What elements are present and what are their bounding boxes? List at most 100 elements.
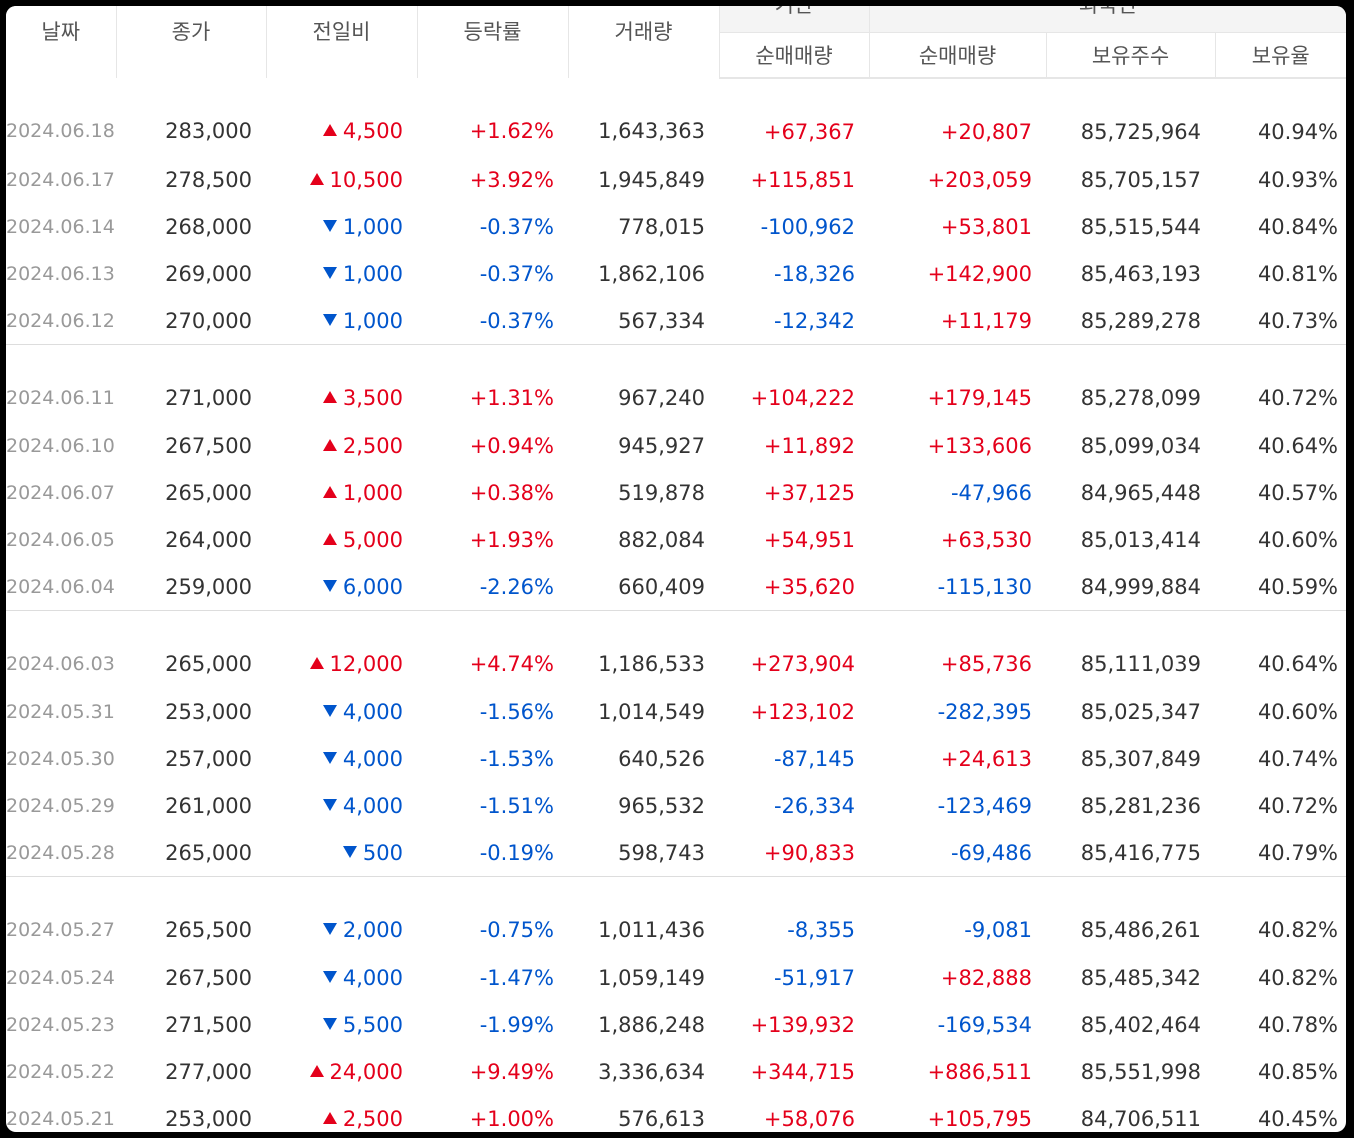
foreign-net-cell: -69,486 <box>950 840 1032 865</box>
volume-cell: 1,886,248 <box>598 1012 705 1037</box>
foreign-net-cell: +11,179 <box>940 308 1032 333</box>
rate-cell: +1.93% <box>469 527 554 552</box>
date-cell: 2024.06.05 <box>6 528 115 551</box>
change-value: 5,500 <box>342 1012 403 1037</box>
triangle-up-icon <box>322 532 337 545</box>
change-value: 24,000 <box>329 1059 403 1084</box>
institution-net-cell: -26,334 <box>773 793 855 818</box>
change-cell: 6,000 <box>266 563 417 611</box>
institution-net-cell: -100,962 <box>760 214 855 239</box>
foreign-net-cell: -123,469 <box>937 793 1032 818</box>
change-value: 6,000 <box>342 574 403 599</box>
close-cell: 267,500 <box>165 965 252 990</box>
change-cell: 4,000 <box>266 688 417 735</box>
change-value: 2,000 <box>342 917 403 942</box>
rate-cell: +4.74% <box>469 651 554 676</box>
date-cell: 2024.06.12 <box>6 309 115 332</box>
close-cell: 253,000 <box>165 1106 252 1131</box>
change-value: 4,000 <box>342 793 403 818</box>
change-cell: 2,000 <box>266 877 417 954</box>
table-row: 2024.05.29 261,000 4,000 -1.51% 965,532 -26,3… <box>6 782 1346 829</box>
foreign-holdings-cell: 84,706,511 <box>1080 1106 1201 1131</box>
change-value: 4,000 <box>342 699 403 724</box>
volume-cell: 1,862,106 <box>598 261 705 286</box>
change-value: 1,000 <box>342 480 403 505</box>
institution-net-cell: +139,932 <box>750 1012 855 1037</box>
foreign-holdings-cell: 85,307,849 <box>1080 746 1201 771</box>
date-cell: 2024.06.18 <box>6 120 115 142</box>
header-close: 종가 <box>115 6 266 78</box>
foreign-ratio-cell: 40.81% <box>1257 261 1339 286</box>
date-cell: 2024.06.14 <box>6 215 115 238</box>
header-foreign-net: 순매매량 <box>868 32 1046 79</box>
triangle-up-icon <box>322 485 337 498</box>
close-cell: 259,000 <box>165 574 252 599</box>
triangle-down-icon <box>322 313 337 326</box>
triangle-down-icon <box>322 970 337 983</box>
header-volume: 거래량 <box>567 6 719 78</box>
change-cell: 1,000 <box>266 250 417 297</box>
header-institution-group: 기관 <box>718 6 869 33</box>
volume-cell: 1,011,436 <box>598 917 705 942</box>
foreign-net-cell: +85,736 <box>940 651 1032 676</box>
table-row: 2024.06.17 278,500 10,500 +3.92% 1,945,849 +1… <box>6 156 1346 203</box>
triangle-up-icon <box>322 1111 337 1124</box>
institution-net-cell: -18,326 <box>773 261 855 286</box>
foreign-net-cell: -115,130 <box>937 574 1032 599</box>
table-row: 2024.06.07 265,000 1,000 +0.38% 519,878 +37,1… <box>6 469 1346 516</box>
change-cell: 500 <box>266 829 417 877</box>
close-cell: 267,500 <box>165 433 252 458</box>
triangle-up-icon <box>322 390 337 403</box>
rate-cell: -0.75% <box>479 917 554 942</box>
triangle-down-icon <box>322 1017 337 1030</box>
volume-cell: 576,613 <box>618 1106 705 1131</box>
volume-cell: 1,014,549 <box>598 699 705 724</box>
triangle-down-icon <box>322 798 337 811</box>
change-value: 3,500 <box>342 385 403 410</box>
foreign-holdings-cell: 85,099,034 <box>1080 433 1201 458</box>
foreign-net-cell: +203,059 <box>927 167 1032 192</box>
institution-net-cell: +104,222 <box>750 385 855 410</box>
table-row: 2024.06.11 271,000 3,500 +1.31% 967,240 +104,… <box>6 345 1346 422</box>
change-value: 10,500 <box>329 167 403 192</box>
table-row: 2024.06.04 259,000 6,000 -2.26% 660,409 +35,6… <box>6 563 1346 611</box>
institution-net-cell: -8,355 <box>787 917 855 942</box>
table-row: 2024.06.05 264,000 5,000 +1.93% 882,084 +54,9… <box>6 516 1346 563</box>
foreign-ratio-cell: 40.64% <box>1257 433 1339 458</box>
change-cell: 4,000 <box>266 735 417 782</box>
foreign-holdings-cell: 85,289,278 <box>1080 308 1201 333</box>
group-divider <box>6 610 1346 611</box>
foreign-net-cell: -47,966 <box>950 480 1032 505</box>
volume-cell: 640,526 <box>618 746 705 771</box>
foreign-net-cell: +179,145 <box>927 385 1032 410</box>
close-cell: 265,000 <box>165 480 252 505</box>
rate-cell: +3.92% <box>469 167 554 192</box>
change-value: 12,000 <box>329 651 403 676</box>
institution-net-cell: +90,833 <box>763 840 855 865</box>
date-cell: 2024.05.28 <box>6 841 115 864</box>
close-cell: 265,000 <box>165 651 252 676</box>
volume-cell: 778,015 <box>618 214 705 239</box>
foreign-ratio-cell: 40.45% <box>1257 1106 1339 1131</box>
foreign-ratio-cell: 40.57% <box>1257 480 1339 505</box>
triangle-down-icon <box>322 751 337 764</box>
foreign-holdings-cell: 85,551,998 <box>1080 1059 1201 1084</box>
foreign-ratio-cell: 40.78% <box>1257 1012 1339 1037</box>
triangle-up-icon <box>322 438 337 451</box>
institution-net-cell: -12,342 <box>773 308 855 333</box>
foreign-net-cell: -9,081 <box>964 917 1032 942</box>
triangle-down-icon <box>342 845 357 858</box>
date-cell: 2024.05.30 <box>6 747 115 770</box>
institution-net-cell: +58,076 <box>763 1106 855 1131</box>
table-row: 2024.05.24 267,500 4,000 -1.47% 1,059,149 -51… <box>6 954 1346 1001</box>
change-value: 4,000 <box>342 965 403 990</box>
header-change: 전일비 <box>265 6 417 78</box>
change-value: 1,000 <box>342 308 403 333</box>
close-cell: 257,000 <box>165 746 252 771</box>
volume-cell: 1,945,849 <box>598 167 705 192</box>
change-value: 2,500 <box>342 1106 403 1131</box>
stock-daily-table-frame: 날짜 종가 전일비 등락률 거래량 기관 외국인 순매매량 순매매량 보유주수 … <box>6 6 1346 1132</box>
foreign-net-cell: -282,395 <box>937 699 1032 724</box>
change-cell: 1,000 <box>266 203 417 250</box>
close-cell: 278,500 <box>165 167 252 192</box>
